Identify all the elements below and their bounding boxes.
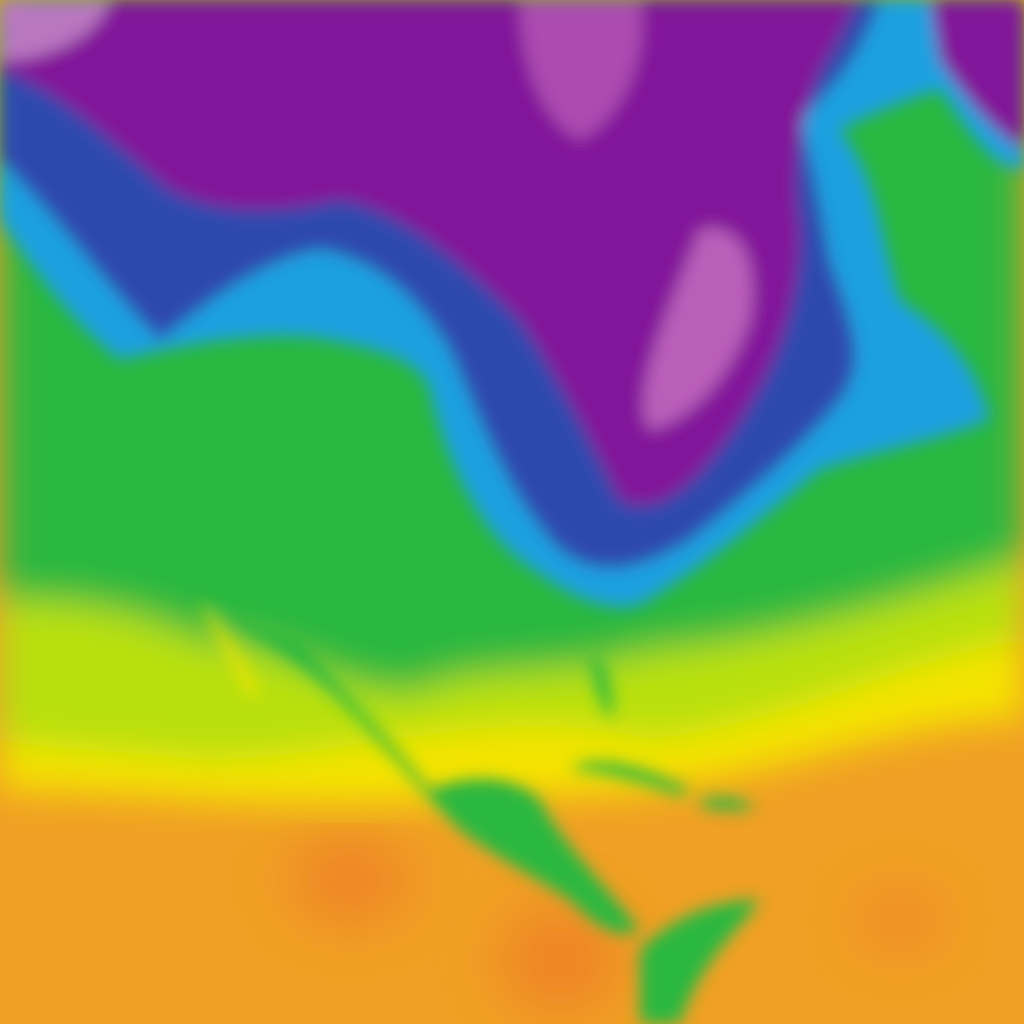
south-america-north bbox=[640, 900, 760, 1024]
greenland-cold bbox=[930, 0, 1024, 150]
hot-spot-pacific bbox=[290, 840, 410, 920]
florida bbox=[590, 650, 613, 720]
hot-spot-colombia bbox=[500, 910, 620, 1010]
extreme-cold-plateau bbox=[643, 228, 753, 430]
hispaniola bbox=[700, 797, 755, 811]
extreme-cold-northwest bbox=[0, 0, 110, 60]
frigid-region bbox=[0, 0, 860, 506]
mexico-landmass bbox=[190, 600, 640, 934]
cuba bbox=[575, 761, 690, 796]
hot-spot-atlantic bbox=[860, 895, 940, 945]
baja-warm-coast bbox=[200, 600, 260, 700]
extreme-cold-north bbox=[520, 0, 642, 140]
